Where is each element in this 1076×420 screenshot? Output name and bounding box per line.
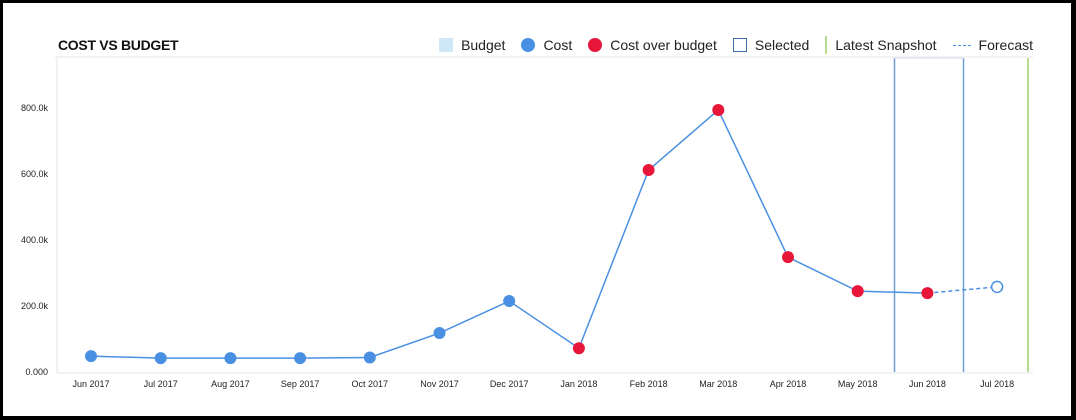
cost-point[interactable] bbox=[224, 352, 237, 365]
x-tick-label: Aug 2017 bbox=[211, 379, 250, 389]
cost-point[interactable] bbox=[433, 327, 446, 340]
forecast-line bbox=[927, 286, 998, 294]
x-tick-label: Mar 2018 bbox=[699, 379, 737, 389]
over-budget-point[interactable] bbox=[642, 164, 655, 177]
x-tick-label: May 2018 bbox=[838, 379, 878, 389]
budget-swatch-icon bbox=[439, 38, 454, 52]
legend-item-budget[interactable]: Budget bbox=[439, 37, 505, 53]
over-budget-point[interactable] bbox=[712, 103, 725, 116]
x-tick-label: Dec 2017 bbox=[490, 379, 529, 389]
chart-panel: COST VS BUDGET Budget Cost Cost over bud… bbox=[3, 3, 1071, 416]
y-tick-label: 0.000 bbox=[25, 367, 48, 377]
cost-point[interactable] bbox=[294, 352, 307, 365]
cost-line bbox=[90, 108, 928, 359]
chart-title: COST VS BUDGET bbox=[58, 37, 179, 53]
over-budget-point[interactable] bbox=[782, 251, 794, 264]
x-tick-label: Jun 2018 bbox=[909, 379, 946, 389]
legend-item-cost[interactable]: Cost bbox=[521, 37, 572, 53]
x-tick-label: Sep 2017 bbox=[281, 379, 320, 389]
legend-item-forecast[interactable]: Forecast bbox=[952, 37, 1033, 53]
x-tick-label: Apr 2018 bbox=[770, 379, 807, 389]
forecast-dash-icon bbox=[952, 44, 971, 46]
legend-item-cost-over-budget[interactable]: Cost over budget bbox=[588, 37, 717, 53]
x-tick-label: Jan 2018 bbox=[560, 379, 597, 389]
legend-item-selected[interactable]: Selected bbox=[732, 37, 809, 53]
over-budget-point[interactable] bbox=[572, 342, 585, 355]
x-tick-label: Jul 2018 bbox=[980, 379, 1014, 389]
x-tick-label: Oct 2017 bbox=[352, 379, 389, 389]
snapshot-line-icon bbox=[825, 36, 828, 54]
over-budget-point[interactable] bbox=[851, 285, 864, 298]
y-tick-label: 800.0k bbox=[21, 103, 49, 113]
cost-point[interactable] bbox=[85, 350, 97, 363]
y-axis: 0.000 200.0k 400.0k 600.0k 800.0k bbox=[21, 103, 49, 377]
cost-point[interactable] bbox=[363, 351, 376, 364]
x-tick-label: Feb 2018 bbox=[630, 379, 668, 389]
cost-point[interactable] bbox=[154, 352, 167, 365]
x-tick-label: Nov 2017 bbox=[420, 379, 459, 389]
cost-point[interactable] bbox=[503, 295, 516, 308]
over-budget-point[interactable] bbox=[921, 287, 934, 300]
y-tick-label: 200.0k bbox=[21, 301, 49, 311]
x-axis: Jun 2017 Jul 2017 Aug 2017 Sep 2017 Oct 2017… bbox=[72, 379, 1014, 389]
selected-box-icon bbox=[732, 38, 747, 52]
legend-item-latest-snapshot[interactable]: Latest Snapshot bbox=[825, 36, 937, 54]
cost-dot-icon bbox=[521, 38, 536, 52]
y-tick-label: 400.0k bbox=[21, 235, 49, 245]
x-tick-label: Jul 2017 bbox=[144, 379, 178, 389]
forecast-point[interactable] bbox=[990, 280, 1004, 294]
y-tick-label: 600.0k bbox=[21, 169, 49, 179]
over-budget-dot-icon bbox=[588, 38, 603, 52]
x-tick-label: Jun 2017 bbox=[72, 379, 109, 389]
legend: Budget Cost Cost over budget Selected La… bbox=[423, 36, 1033, 54]
selected-range[interactable] bbox=[893, 57, 965, 372]
